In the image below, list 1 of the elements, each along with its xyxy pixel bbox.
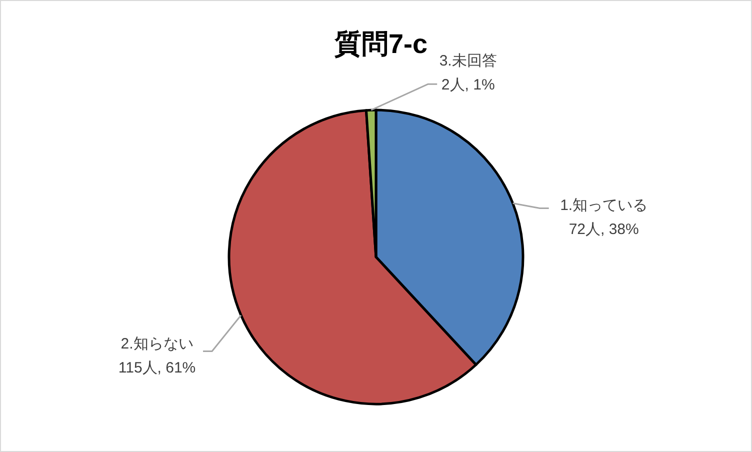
title: 質問7-c xyxy=(334,29,428,59)
